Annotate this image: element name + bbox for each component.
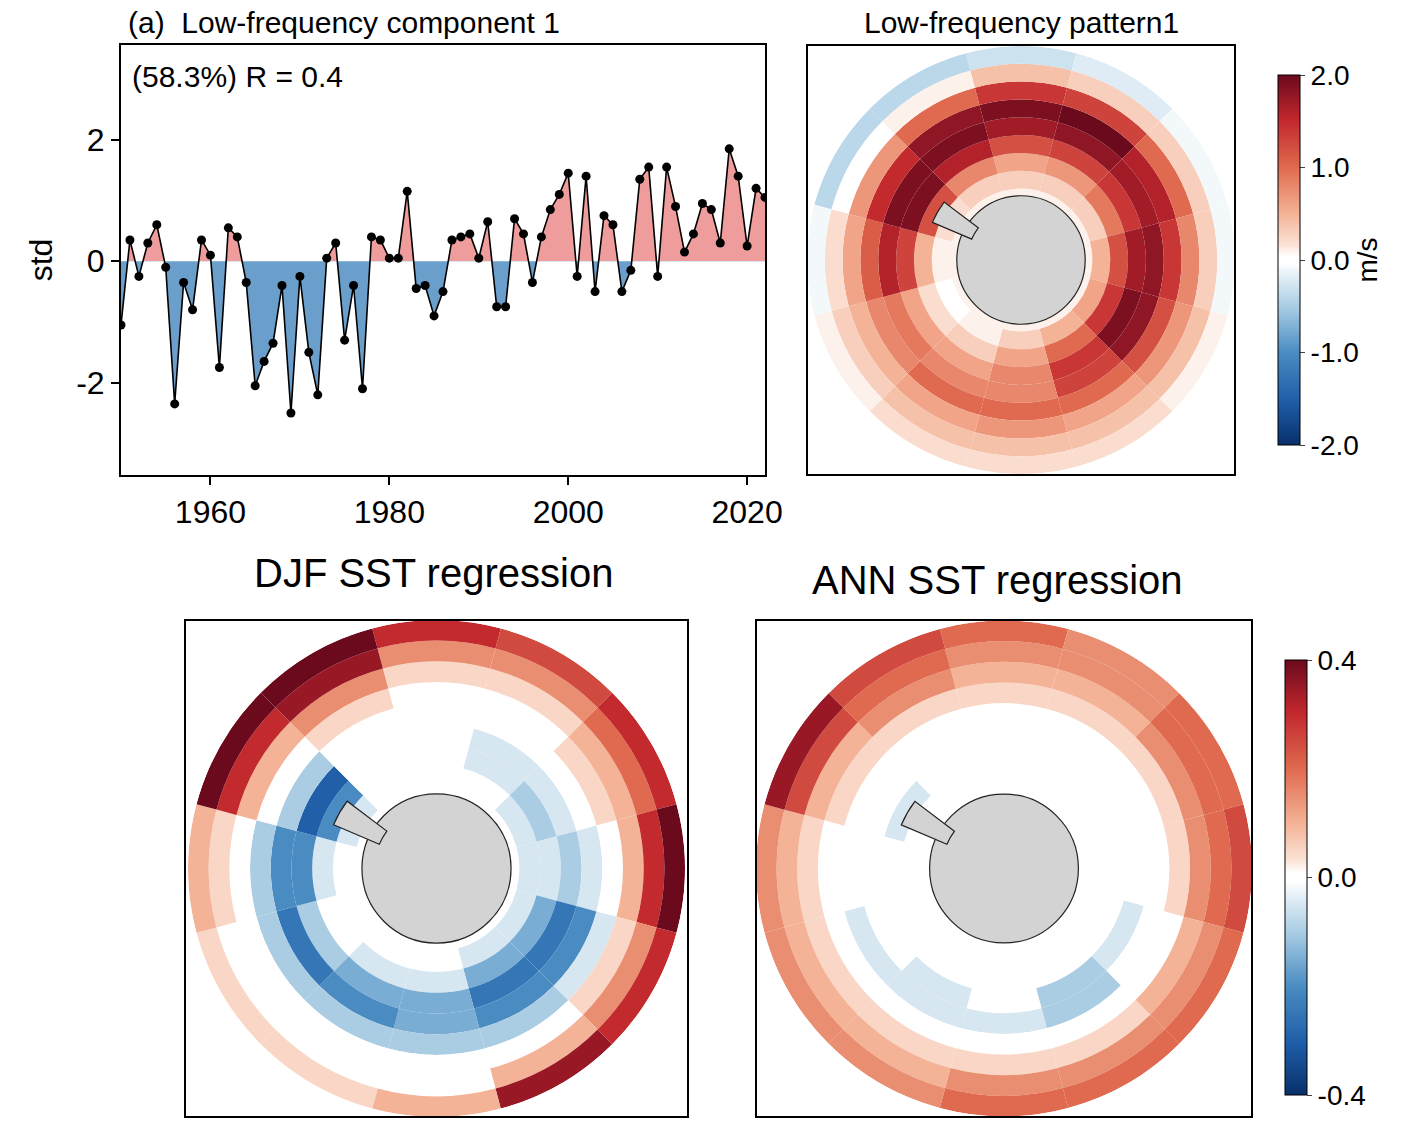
svg-text:1.0: 1.0 (1311, 152, 1350, 183)
svg-text:2000: 2000 (533, 494, 604, 530)
svg-text:1980: 1980 (354, 494, 425, 530)
svg-text:1960: 1960 (175, 494, 246, 530)
svg-text:(a) Low-frequency component 1: (a) Low-frequency component 1 (128, 6, 560, 39)
svg-text:ANN SST regression: ANN SST regression (812, 558, 1183, 602)
svg-text:-2: -2 (76, 365, 104, 401)
svg-text:-0.4: -0.4 (1318, 1080, 1366, 1111)
svg-text:0.4: 0.4 (1318, 645, 1357, 676)
svg-text:-2.0: -2.0 (1311, 430, 1359, 461)
svg-text:0.0: 0.0 (1318, 862, 1357, 893)
svg-text:std: std (23, 239, 59, 282)
svg-text:Low-frequency pattern1: Low-frequency pattern1 (864, 6, 1179, 39)
svg-text:(58.3%) R = 0.4: (58.3%) R = 0.4 (132, 60, 343, 93)
svg-text:0.0: 0.0 (1311, 245, 1350, 276)
svg-text:0: 0 (87, 243, 105, 279)
svg-text:2020: 2020 (712, 494, 783, 530)
svg-text:-1.0: -1.0 (1311, 337, 1359, 368)
svg-text:DJF SST regression: DJF SST regression (254, 551, 613, 595)
svg-text:m/s: m/s (1352, 237, 1383, 282)
svg-text:2: 2 (87, 122, 105, 158)
svg-text:2.0: 2.0 (1311, 60, 1350, 91)
